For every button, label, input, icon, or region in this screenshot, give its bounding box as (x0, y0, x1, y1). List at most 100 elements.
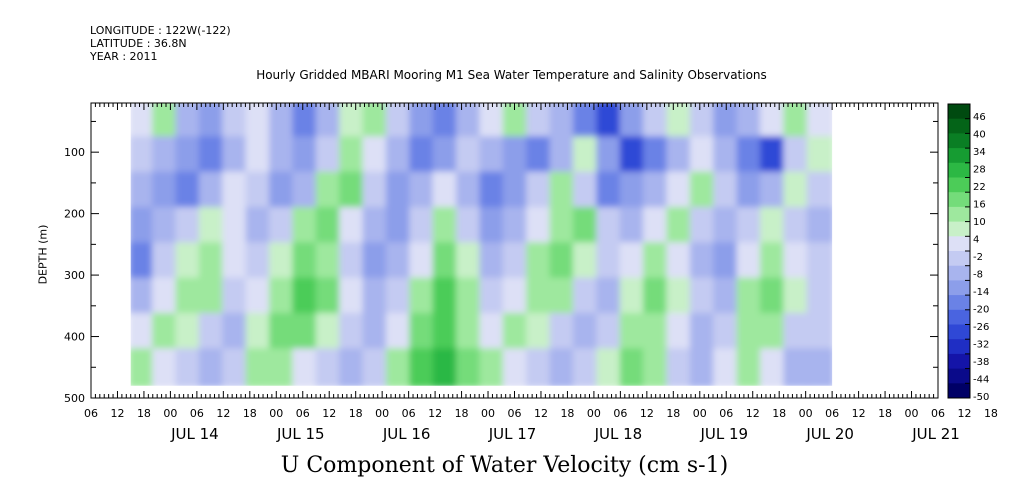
field-cell (806, 103, 833, 141)
x-hour-label: 06 (719, 407, 733, 420)
colorbar-swatch (948, 206, 970, 223)
field-cell (619, 171, 648, 212)
field-cell (130, 348, 157, 386)
field-cell (175, 313, 203, 353)
colorbar-swatch (948, 368, 970, 384)
field-cell (713, 348, 741, 386)
field-cell (619, 277, 648, 318)
field-cell (130, 207, 157, 247)
field-cell (783, 242, 811, 282)
colorbar-swatch (948, 177, 970, 193)
field-cell (713, 242, 741, 282)
field-cell (315, 171, 344, 212)
colorbar-swatch (948, 148, 970, 164)
field-cell (130, 171, 157, 212)
field-cell (268, 313, 297, 353)
y-tick-label: 300 (64, 269, 85, 282)
x-hour-label: 06 (190, 407, 204, 420)
field-cell (619, 348, 648, 386)
field-cell (362, 313, 390, 353)
field-cell (689, 171, 718, 212)
field-cell (572, 207, 601, 247)
field-cell (245, 136, 273, 176)
x-hour-label: 06 (613, 407, 627, 420)
colorbar-label: -26 (973, 322, 989, 333)
field-cell (596, 242, 624, 282)
field-cell (268, 171, 297, 212)
field-cell (245, 313, 273, 353)
field-cell (175, 103, 203, 141)
field-cell (549, 348, 577, 386)
colorbar-label: 34 (973, 147, 986, 158)
colorbar-swatch (948, 251, 970, 267)
field-cell (619, 103, 648, 141)
field-cell (292, 313, 320, 353)
field-cell (689, 136, 718, 176)
field-cell (643, 242, 671, 282)
field-cell (806, 207, 833, 247)
field-cell (643, 313, 671, 353)
field-cell (783, 277, 811, 318)
field-cell (526, 171, 554, 212)
field-cell (526, 207, 554, 247)
field-cell (268, 136, 297, 176)
y-tick-label: 100 (64, 146, 85, 159)
field-cell (456, 348, 484, 386)
x-day-label: JUL 15 (276, 425, 325, 443)
x-hour-label: 12 (216, 407, 230, 420)
field-cell (198, 313, 227, 353)
x-hour-label: 18 (349, 407, 363, 420)
x-hour-label: 18 (243, 407, 257, 420)
field-cell (339, 171, 367, 212)
field-cell (130, 136, 157, 176)
field-cell (502, 348, 531, 386)
field-cell (385, 348, 414, 386)
field-cell (783, 313, 811, 353)
field-cell (315, 207, 344, 247)
field-cell (432, 207, 461, 247)
field-cell (198, 171, 227, 212)
field-cell (526, 242, 554, 282)
field-cell (502, 313, 531, 353)
field-cell (245, 171, 273, 212)
field-cell (479, 171, 507, 212)
colorbar-swatch (948, 280, 970, 296)
field-cell (130, 277, 157, 318)
colorbar-label: -20 (973, 305, 989, 316)
field-cell (572, 136, 601, 176)
field-cell (479, 277, 507, 318)
colorbar-swatch (948, 118, 970, 134)
field-cell (409, 277, 437, 318)
field-cell (432, 103, 461, 141)
field-cell (479, 136, 507, 176)
x-hour-label: 06 (825, 407, 839, 420)
field-cell (666, 313, 694, 353)
colorbar-swatch (948, 339, 970, 355)
field-cell (339, 207, 367, 247)
field-cell (268, 277, 297, 318)
colorbar-label: 28 (973, 165, 986, 176)
field-cell (689, 348, 718, 386)
field-cell (409, 348, 437, 386)
field-cell (526, 136, 554, 176)
colorbar-label: 46 (973, 112, 986, 123)
field-cell (549, 313, 577, 353)
field-cell (198, 277, 227, 318)
field-cell (152, 348, 180, 386)
field-cell (268, 207, 297, 247)
field-cell (572, 242, 601, 282)
x-hour-label: 18 (772, 407, 786, 420)
field-cell (385, 313, 414, 353)
field-cell (596, 348, 624, 386)
field-cell (759, 348, 788, 386)
field-cell (736, 207, 764, 247)
colorbar-swatch (948, 295, 970, 311)
field-cell (759, 313, 788, 353)
field-cell (339, 136, 367, 176)
x-hour-label: 06 (402, 407, 416, 420)
field-cell (713, 103, 741, 141)
field-cell (783, 207, 811, 247)
field-cell (806, 136, 833, 176)
colorbar-label: 16 (973, 200, 986, 211)
field-cell (152, 207, 180, 247)
